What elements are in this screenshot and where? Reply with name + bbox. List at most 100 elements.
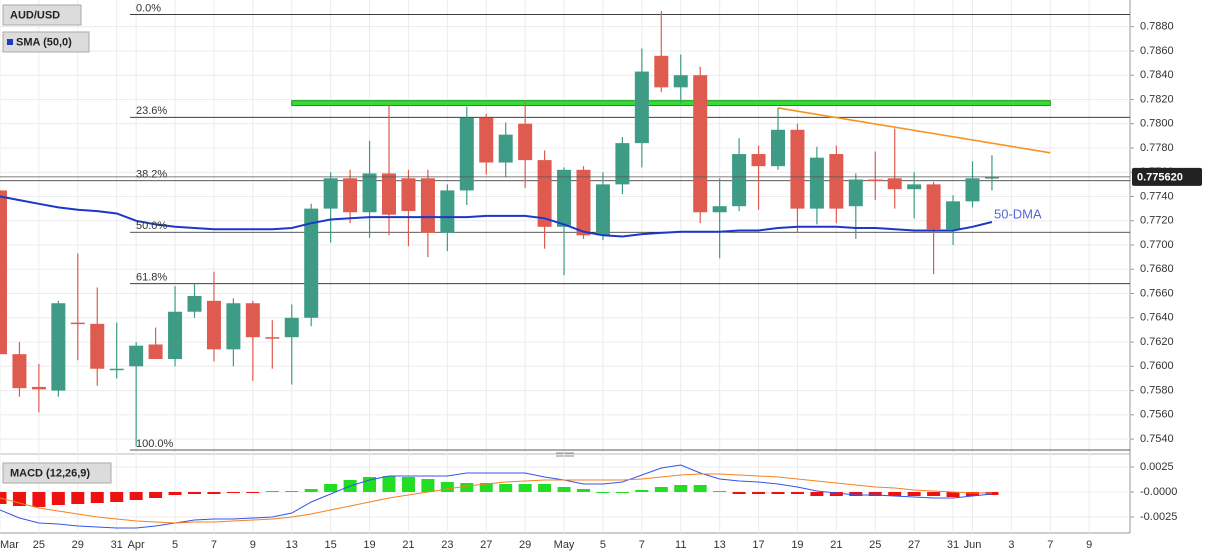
indicator-box[interactable] xyxy=(2,31,90,53)
macd-bar xyxy=(674,485,688,492)
x-tick-label: 15 xyxy=(325,539,337,551)
candle-body xyxy=(518,123,533,161)
y-tick-label: -0.0025 xyxy=(1140,511,1177,523)
candle-body xyxy=(90,323,105,369)
candle-body xyxy=(440,190,455,233)
candle-body xyxy=(809,157,824,209)
candle-body xyxy=(829,154,844,209)
macd-bar xyxy=(752,492,766,494)
x-tick-label: 3 xyxy=(1008,539,1014,551)
macd-box[interactable] xyxy=(2,462,112,484)
x-tick-label: 19 xyxy=(791,539,803,551)
y-tick-label: 0.7820 xyxy=(1140,93,1174,105)
candle-body xyxy=(401,178,416,212)
macd-bar xyxy=(771,492,785,494)
x-tick-label: 7 xyxy=(1047,539,1053,551)
fib-label: 61.8% xyxy=(136,272,167,284)
y-tick-label: 0.7800 xyxy=(1140,118,1174,130)
y-tick-label: 0.7560 xyxy=(1140,409,1174,421)
y-tick-label: 0.7600 xyxy=(1140,360,1174,372)
x-tick-label: 21 xyxy=(830,539,842,551)
macd-bar xyxy=(421,479,435,492)
candle-body xyxy=(343,178,358,213)
x-tick-label: 9 xyxy=(1086,539,1092,551)
y-tick-label: 0.7720 xyxy=(1140,215,1174,227)
macd-bar xyxy=(790,492,804,494)
macd-bar xyxy=(615,492,629,493)
x-tick-label: May xyxy=(554,539,575,551)
macd-bar xyxy=(849,492,863,496)
candle-body xyxy=(459,117,474,191)
candle-body xyxy=(984,177,999,179)
y-tick-label: 0.7740 xyxy=(1140,190,1174,202)
y-tick-label: 0.7680 xyxy=(1140,263,1174,275)
macd-bar xyxy=(927,492,941,496)
macd-bar xyxy=(596,492,610,493)
candle-body xyxy=(284,317,299,338)
x-tick-label: Apr xyxy=(128,539,145,551)
candle-body xyxy=(420,178,435,233)
last-price-label: 0.775620 xyxy=(1137,171,1183,183)
x-tick-label: Mar xyxy=(0,539,19,551)
macd-bar xyxy=(401,477,415,492)
macd-bar xyxy=(149,492,163,498)
last-price-box xyxy=(1132,167,1202,186)
y-tick-label: 0.7540 xyxy=(1140,433,1174,445)
macd-bar xyxy=(557,487,571,492)
y-tick-label: -0.0000 xyxy=(1140,486,1177,498)
candle-body xyxy=(362,173,377,213)
candle-body xyxy=(479,117,494,163)
macd-bar xyxy=(499,484,513,492)
macd-bar xyxy=(888,492,902,496)
candle-body xyxy=(70,322,85,325)
candle-body xyxy=(868,179,883,182)
candle-body xyxy=(654,55,669,88)
macd-bar xyxy=(51,492,65,505)
macd-bar xyxy=(188,492,201,494)
fib-label: 100.0% xyxy=(136,438,174,450)
macd-bar xyxy=(265,491,279,492)
x-tick-label: 13 xyxy=(286,539,298,551)
x-tick-label: Jun xyxy=(964,539,982,551)
candle-body xyxy=(51,303,66,391)
x-tick-label: 21 xyxy=(402,539,414,551)
candle-body xyxy=(751,154,766,167)
x-tick-label: 31 xyxy=(947,539,959,551)
candle-body xyxy=(712,206,727,213)
legend-entry: SMA (50,0) xyxy=(16,36,72,48)
y-tick-label: 0.7640 xyxy=(1140,312,1174,324)
candle-body xyxy=(634,71,649,144)
x-tick-label: 25 xyxy=(33,539,45,551)
x-tick-label: 9 xyxy=(250,539,256,551)
candle-body xyxy=(673,75,688,88)
x-tick-label: 31 xyxy=(111,539,123,551)
annotation: 50-DMA xyxy=(994,206,1042,221)
macd-bar xyxy=(226,492,240,493)
x-tick-label: 7 xyxy=(639,539,645,551)
x-tick-label: 23 xyxy=(441,539,453,551)
macd-bar xyxy=(246,492,260,493)
macd-bar xyxy=(868,492,882,496)
macd-bar xyxy=(32,492,46,507)
macd-bar xyxy=(693,485,707,492)
macd-bar xyxy=(635,490,649,492)
macd-line xyxy=(0,464,992,529)
x-tick-label: 27 xyxy=(908,539,920,551)
candle-body xyxy=(323,178,338,209)
candle-body xyxy=(576,169,591,236)
y-tick-label: 0.7700 xyxy=(1140,239,1174,251)
macd-bar xyxy=(907,492,921,496)
symbol-box[interactable] xyxy=(2,4,82,26)
candle-body xyxy=(498,134,513,163)
x-tick-label: 11 xyxy=(675,539,686,551)
y-tick-label: 0.7880 xyxy=(1140,21,1174,33)
macd-bar xyxy=(382,476,396,492)
candle-body xyxy=(148,344,163,360)
x-tick-label: 17 xyxy=(752,539,764,551)
macd-bar xyxy=(829,492,843,496)
candle-body xyxy=(557,169,572,227)
y-tick-label: 0.0025 xyxy=(1140,461,1174,473)
candle-body xyxy=(615,143,630,185)
